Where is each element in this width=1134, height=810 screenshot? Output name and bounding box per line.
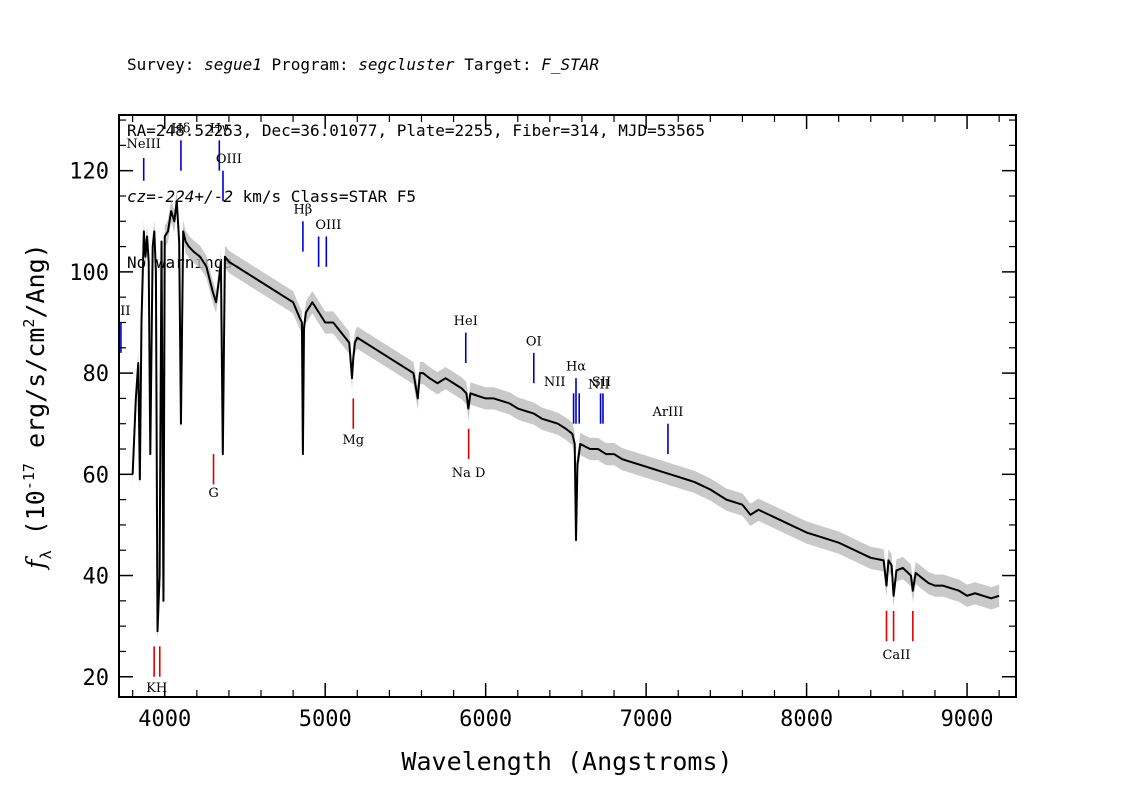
class-text: km/s Class=STAR F5 xyxy=(232,187,416,206)
spectral-line-label: HeI xyxy=(454,314,478,329)
y-tick-label: 40 xyxy=(83,565,110,590)
flux-error-band xyxy=(132,189,1000,643)
y-tick-label: 120 xyxy=(69,160,109,185)
spectral-line-label: CaII xyxy=(882,648,910,663)
spectral-line-label: Hγ xyxy=(210,122,229,137)
header-line-1: Survey: segue1 Program: segcluster Targe… xyxy=(127,54,705,76)
x-tick-label: 7000 xyxy=(620,707,673,732)
x-tick-label: 8000 xyxy=(780,707,833,732)
survey-label: Survey: xyxy=(127,55,195,74)
spectral-line-markers xyxy=(120,140,914,677)
target-value: F_STAR xyxy=(541,55,600,74)
y-tick-label: 80 xyxy=(83,362,110,387)
spectral-line-label: G xyxy=(208,486,218,501)
spectral-line-label: KH xyxy=(146,681,167,696)
spectral-line-label: II xyxy=(120,304,130,319)
y-tick-label: 60 xyxy=(83,463,110,488)
spectral-line-label: OIII xyxy=(315,218,341,233)
spectral-line-label: Hα xyxy=(566,360,586,375)
target-label: Target: xyxy=(464,55,532,74)
program-value: segcluster xyxy=(358,55,455,74)
x-tick-label: 9000 xyxy=(941,707,994,732)
y-axis-title: fλ (10-17 erg/s/cm2/Ang) xyxy=(20,243,55,570)
spectral-line-label: Mg xyxy=(342,433,364,448)
spectral-line-label: Na D xyxy=(452,466,486,481)
header-line-3: cz=-224+/-2 km/s Class=STAR F5 xyxy=(127,186,705,208)
x-tick-label: 4000 xyxy=(138,707,191,732)
survey-value: segue1 xyxy=(204,55,262,74)
plot-frame xyxy=(118,114,1017,698)
spectral-line-label: Hβ xyxy=(293,203,312,218)
y-tick-label: 20 xyxy=(83,666,110,691)
spectral-line-label: NII xyxy=(588,377,610,392)
spectral-line-label: ArIII xyxy=(651,405,683,420)
header-line-2: RA=248.52253, Dec=36.01077, Plate=2255, … xyxy=(127,121,705,140)
flux-series xyxy=(131,200,1000,633)
spectral-line-label: NII xyxy=(544,375,566,390)
spectral-line-label: OI xyxy=(526,334,542,349)
x-tick-label: 6000 xyxy=(459,707,512,732)
spectral-line-label: OIII xyxy=(216,152,242,167)
program-label: Program: xyxy=(271,55,349,74)
spectral-line-label: Hδ xyxy=(171,122,190,137)
x-tick-label: 5000 xyxy=(299,707,352,732)
flux-line xyxy=(131,200,1000,633)
spectral-line-label: SII xyxy=(592,375,611,390)
flux-error-band-shape xyxy=(132,189,1000,643)
spectral-line-label: NeIII xyxy=(126,137,160,152)
spectrum-header: Survey: segue1 Program: segcluster Targe… xyxy=(127,10,705,296)
x-axis-title: Wavelength (Angstroms) xyxy=(401,747,732,776)
y-tick-label: 100 xyxy=(69,261,109,286)
redshift-value: cz=-224+/-2 xyxy=(127,187,233,206)
axis-ticks: 4000 5000 6000 7000 8000 9000 20 40 60 80 100 120 xyxy=(69,115,1016,732)
